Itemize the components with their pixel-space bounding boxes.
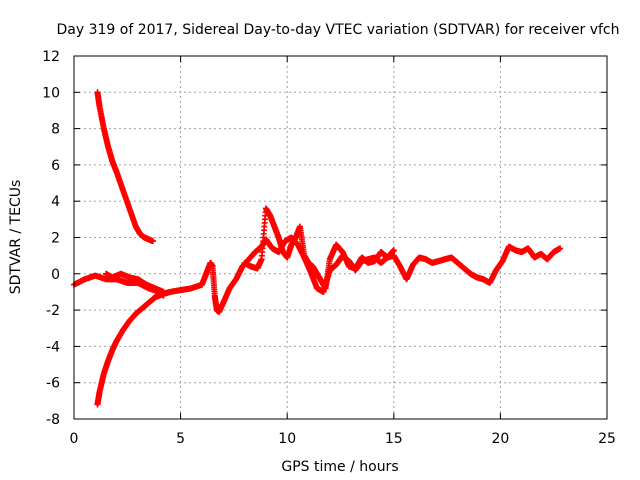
- series-secondary-track: [241, 205, 397, 292]
- chart-title: Day 319 of 2017, Sidereal Day-to-day VTE…: [56, 22, 619, 38]
- y-tick-label: 0: [51, 267, 60, 283]
- tick-labels: 0 5 10 15 20 25 -8 -6 -4 -2 0 2 4 6 8 10 12: [42, 49, 616, 447]
- y-tick-label: -4: [46, 339, 60, 355]
- y-tick-label: 6: [51, 158, 60, 174]
- y-tick-label: -8: [46, 412, 60, 428]
- y-tick-label: -6: [46, 376, 60, 392]
- x-tick-label: 25: [598, 431, 616, 447]
- y-tick-label: 12: [42, 49, 60, 65]
- y-tick-label: -2: [46, 303, 60, 319]
- axis-ticks: [73, 55, 608, 420]
- y-tick-label: 10: [42, 85, 60, 101]
- x-tick-label: 15: [385, 431, 403, 447]
- grid-lines: [74, 56, 607, 419]
- series-main-track: [160, 234, 564, 315]
- data-points: [71, 89, 564, 408]
- x-tick-label: 5: [176, 431, 185, 447]
- x-axis-label: GPS time / hours: [281, 459, 398, 475]
- x-tick-label: 20: [491, 431, 509, 447]
- data-point: [149, 238, 156, 245]
- series-descending-branch: [94, 89, 156, 245]
- x-tick-label: 0: [70, 431, 79, 447]
- y-tick-label: 2: [51, 231, 60, 247]
- y-tick-label: 4: [51, 194, 60, 210]
- y-tick-label: 8: [51, 122, 60, 138]
- series-ascending-branch: [94, 290, 167, 408]
- data-point: [557, 245, 564, 252]
- data-point: [390, 247, 397, 254]
- x-tick-label: 10: [278, 431, 296, 447]
- y-axis-label: SDTVAR / TECUs: [8, 180, 24, 295]
